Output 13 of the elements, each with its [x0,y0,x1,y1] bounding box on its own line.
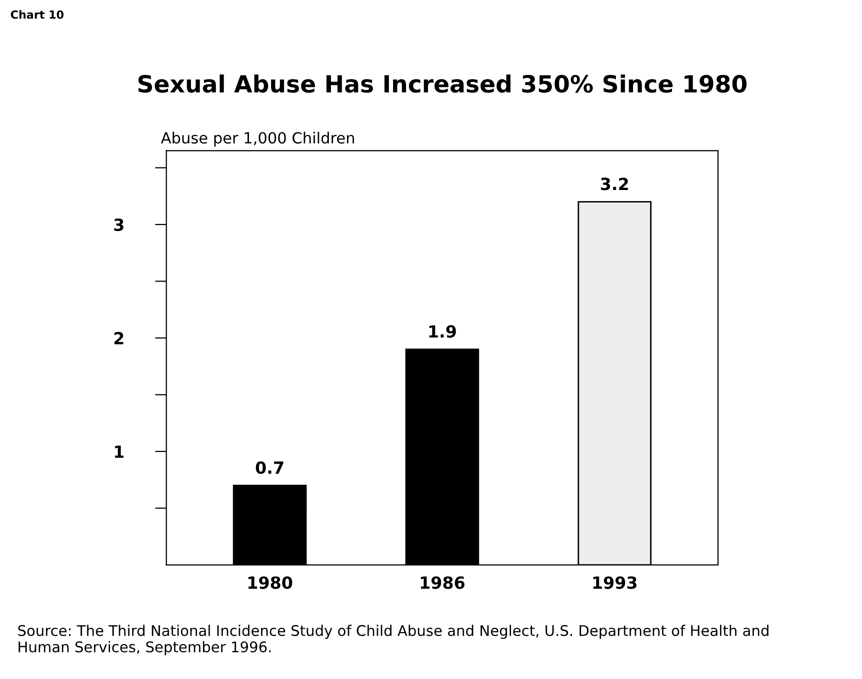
x-tick-label: 1993 [593,576,636,589]
y-tick-label: 2 [114,332,124,344]
data-label: 3.2 [600,178,628,190]
source-note: Source: The Third National Incidence Study of Child Abuse and Neglect, U.S. Department of Health and Human Services, September 1996. [18,624,768,656]
data-label: 0.7 [256,461,284,474]
data-label: 1.9 [429,325,456,338]
chart-title: Sexual Abuse Has Increased 350% Since 1980 [138,74,747,93]
x-tick-label: 1986 [420,576,465,589]
y-tick-label: 3 [114,218,124,232]
y-tick-label: 1 [114,446,124,458]
y-axis-title: Abuse per 1,000 Children [160,132,354,147]
x-tick-label: 1980 [248,576,292,589]
caption: Chart 10 [10,10,64,19]
